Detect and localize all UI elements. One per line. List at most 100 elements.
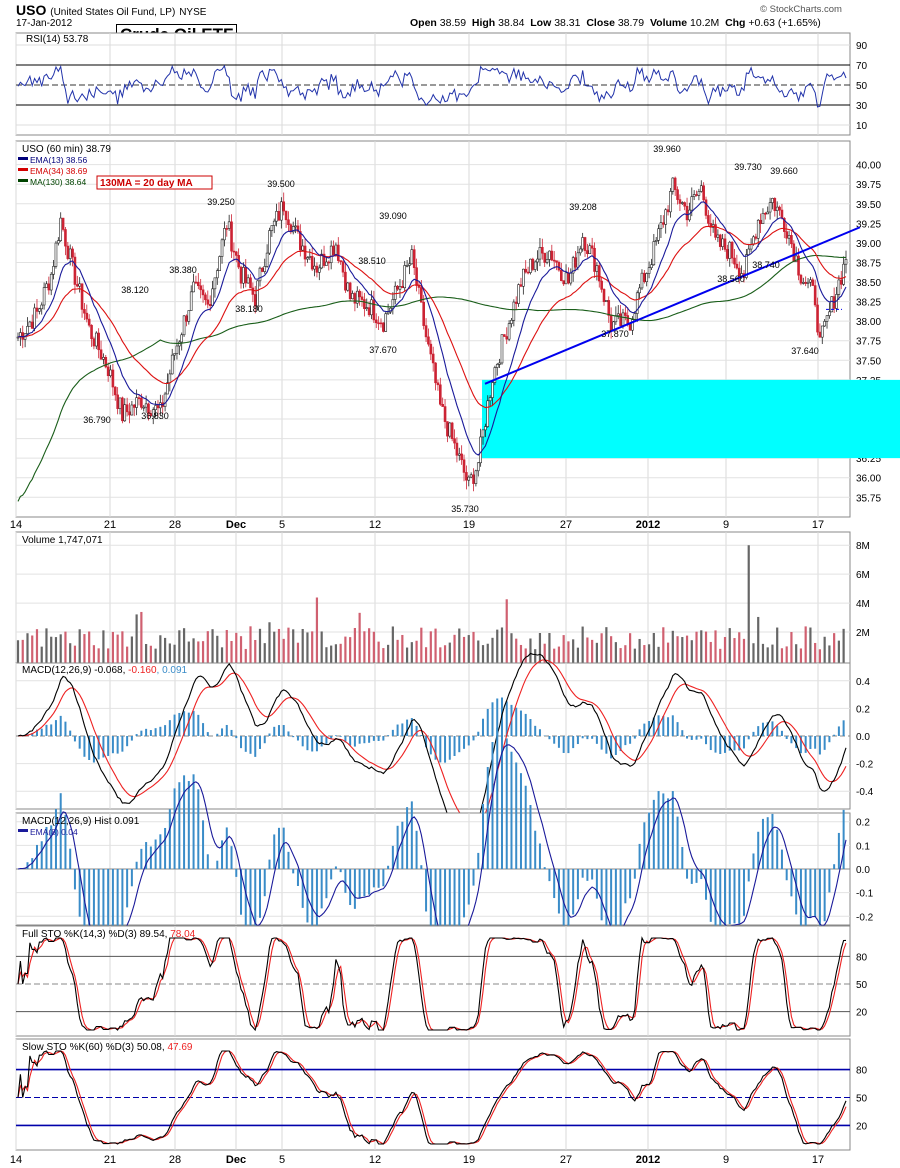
macd-histogram-bar	[534, 725, 537, 736]
candle-body	[121, 397, 124, 422]
macd-histogram-bar	[40, 728, 43, 736]
volume-bar	[31, 635, 34, 663]
price-tick-label: 40.00	[856, 161, 881, 172]
x-tick-label-bottom: 5	[279, 1154, 285, 1166]
volume-bar	[809, 627, 812, 663]
candle-body	[816, 304, 819, 333]
hist-bar	[349, 869, 352, 906]
macd-histogram-bar	[50, 724, 53, 736]
candle-body	[602, 289, 606, 302]
candle-body	[64, 229, 67, 247]
volume-bar	[192, 638, 195, 663]
candle-body	[355, 290, 359, 304]
candle-body	[192, 281, 195, 293]
macd-histogram-bar	[382, 736, 385, 741]
volume-bar	[652, 632, 655, 663]
volume-bar	[287, 627, 290, 663]
volume-bar	[647, 644, 651, 663]
macd-histogram-bar	[126, 736, 129, 747]
macd-histogram-bar	[662, 715, 665, 736]
hist-bar	[330, 869, 333, 880]
candle-body	[692, 194, 696, 197]
candle-body	[550, 250, 554, 261]
candle-body	[809, 279, 812, 283]
volume-bar	[776, 627, 779, 663]
candle-body	[125, 404, 129, 413]
macd-histogram-bar	[448, 736, 451, 760]
macd-histogram-bar	[515, 707, 518, 736]
hist-bar	[605, 869, 608, 936]
macd-histogram-bar	[818, 736, 821, 755]
macd-histogram-bar	[73, 736, 76, 742]
hist-tick-label: -0.2	[856, 912, 874, 923]
macd-histogram-bar	[681, 730, 684, 736]
macd-histogram-bar	[586, 736, 589, 740]
candle-body	[59, 217, 63, 241]
volume-tick-label: 8M	[856, 541, 870, 552]
macd-histogram-bar	[420, 734, 423, 736]
hist-bar	[624, 869, 627, 904]
candle-body	[370, 299, 373, 316]
candle-body	[526, 271, 530, 274]
volume-bar	[771, 644, 774, 663]
fullsto-panel-frame	[15, 925, 851, 1037]
macd-histogram-bar	[178, 712, 181, 736]
candle-body	[109, 369, 112, 377]
volume-bar	[818, 649, 822, 663]
candle-body	[199, 285, 202, 291]
candle-body	[401, 286, 404, 289]
volume-bar	[833, 633, 836, 663]
hist-bar	[804, 869, 807, 933]
candle-body	[270, 225, 274, 231]
x-tick-label: 9	[723, 519, 729, 531]
legend-swatch	[18, 179, 28, 182]
hist-bar	[126, 869, 129, 908]
volume-bar	[666, 642, 670, 663]
macd-histogram-bar	[714, 736, 717, 753]
hist-bar	[368, 869, 371, 895]
candle-body	[635, 292, 639, 314]
candle-body	[707, 215, 710, 224]
candle-body	[761, 212, 765, 224]
hist-bar	[614, 869, 617, 941]
volume-bar	[614, 642, 617, 663]
hist-bar	[738, 869, 741, 924]
candle-body	[486, 400, 490, 427]
price-tick-label: 36.00	[856, 474, 881, 485]
volume-bar	[149, 645, 152, 663]
candle-body	[16, 336, 20, 339]
hist-bar	[837, 832, 840, 869]
candle-body	[170, 354, 174, 375]
slowsto-tick-label: 50	[856, 1094, 868, 1105]
hist-bar	[273, 834, 276, 869]
price-annotation: 39.090	[379, 211, 407, 221]
volume-bar	[605, 627, 608, 663]
hist-bar	[529, 804, 532, 869]
macd-histogram-bar	[320, 736, 323, 747]
candle-body	[467, 476, 471, 481]
hist-bar	[296, 869, 299, 886]
price-tick-label: 39.25	[856, 219, 881, 230]
candle-body	[588, 245, 592, 254]
candle-body	[234, 251, 238, 256]
macd-histogram-bar	[477, 731, 480, 736]
macd-histogram-bar	[795, 736, 798, 749]
volume-bar	[26, 633, 29, 663]
legend-swatch	[18, 157, 28, 160]
candle-body	[26, 326, 29, 334]
candle-body	[294, 225, 297, 228]
macd-tick-label: -0.2	[856, 760, 874, 771]
volume-bar	[230, 640, 233, 663]
candle-body	[595, 265, 599, 272]
hist-bar	[766, 817, 769, 869]
candle-body	[543, 252, 546, 263]
hist-legend-swatch	[18, 829, 28, 832]
candle-body	[754, 236, 758, 239]
candle-body	[799, 274, 803, 284]
volume-bar	[334, 644, 338, 663]
price-annotation: 38.560	[717, 274, 745, 284]
candle-body	[291, 226, 295, 233]
price-annotation: 38.120	[121, 285, 149, 295]
price-tick-label: 35.75	[856, 493, 881, 504]
price-tick-label: 37.50	[856, 356, 881, 367]
